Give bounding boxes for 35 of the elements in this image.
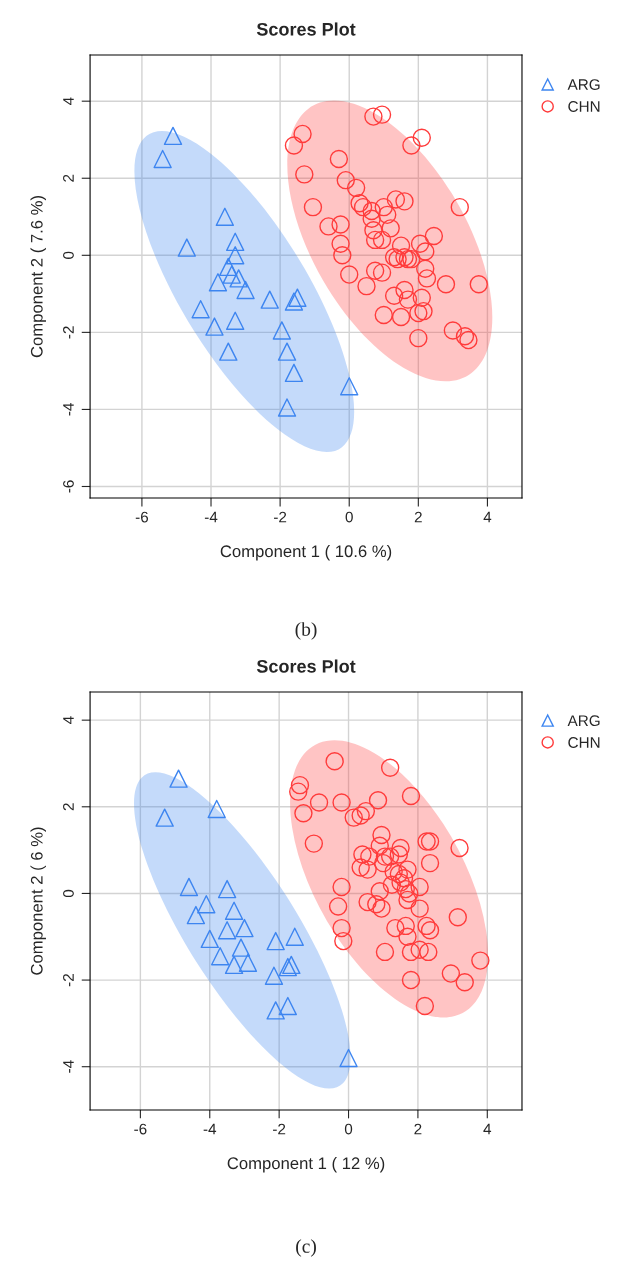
x-axis-title: Component 1 ( 12 %) <box>227 1156 385 1173</box>
y-axis-title: Component 2 ( 7.6 %) <box>30 196 46 358</box>
y-tick-label: 0 <box>63 889 74 898</box>
x-tick-label: 2 <box>414 1123 422 1135</box>
x-tick-label: -2 <box>273 1123 286 1135</box>
y-tick-label: 2 <box>63 803 74 811</box>
y-tick-label: 2 <box>63 174 74 182</box>
y-axis-title: Component 2 ( 6 %) <box>30 827 46 975</box>
y-tick-label: 0 <box>63 251 74 259</box>
y-tick-label: -4 <box>63 403 74 416</box>
legend-label: CHN <box>568 737 600 748</box>
y-tick-label: -6 <box>63 480 74 493</box>
x-tick-label: -2 <box>274 511 287 523</box>
y-tick-label: -4 <box>63 1060 74 1073</box>
y-tick-label: -2 <box>63 326 74 339</box>
x-tick-label: -4 <box>204 511 218 523</box>
x-axis-title: Component 1 ( 10.6 %) <box>220 544 392 561</box>
y-tick-label: 4 <box>63 97 74 106</box>
legend-label: CHN <box>568 101 600 112</box>
legend-label: ARG <box>567 715 600 727</box>
x-tick-label: 0 <box>345 511 353 523</box>
x-tick-label: 4 <box>483 1123 492 1135</box>
text: (b) <box>295 622 317 640</box>
y-tick-label: -2 <box>63 974 74 987</box>
text: (c) <box>296 1239 316 1257</box>
chart-title: Scores Plot <box>256 22 356 36</box>
chart-title: Scores Plot <box>256 659 356 673</box>
x-tick-label: 0 <box>344 1123 353 1135</box>
x-tick-label: 2 <box>414 511 422 523</box>
legend-label: ARG <box>567 79 600 90</box>
y-tick-label: 4 <box>63 716 74 725</box>
x-tick-label: -4 <box>203 1123 217 1135</box>
x-tick-label: -6 <box>135 511 149 523</box>
x-tick-label: 4 <box>483 511 492 523</box>
x-tick-label: -6 <box>134 1123 147 1135</box>
